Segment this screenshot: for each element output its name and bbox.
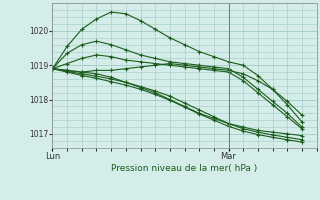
- X-axis label: Pression niveau de la mer( hPa ): Pression niveau de la mer( hPa ): [111, 164, 258, 173]
